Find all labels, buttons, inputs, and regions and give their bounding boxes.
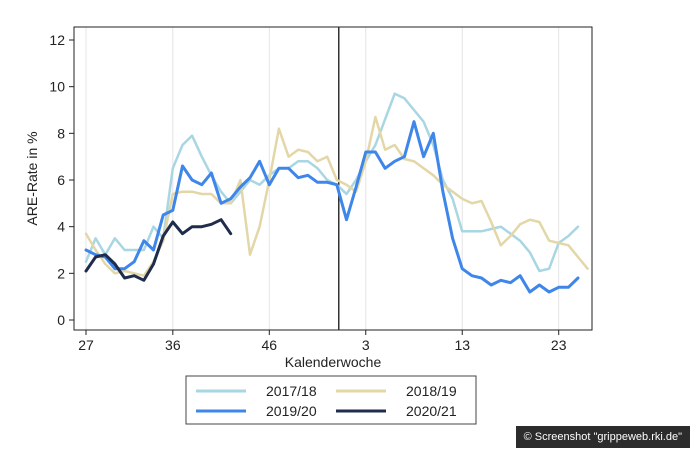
x-tick-label: 13 — [454, 337, 470, 353]
y-tick-label: 8 — [57, 125, 65, 141]
series-line-2019-20 — [84, 120, 580, 294]
legend-label: 2018/19 — [406, 383, 457, 399]
y-axis-title: ARE-Rate in % — [24, 131, 40, 225]
x-tick-label: 23 — [551, 337, 567, 353]
y-tick-label: 2 — [57, 265, 65, 281]
x-tick-label: 3 — [362, 337, 370, 353]
plot-frame — [73, 26, 593, 331]
series-line-2018-19 — [84, 115, 589, 277]
y-tick-label: 6 — [57, 172, 65, 188]
x-tick-label: 36 — [165, 337, 181, 353]
legend-label: 2020/21 — [406, 403, 457, 419]
x-axis-title: Kalenderwoche — [285, 354, 382, 370]
y-tick-label: 0 — [57, 312, 65, 328]
x-axis: 27 36 46 3 13 23 — [78, 330, 567, 353]
y-tick-label: 10 — [49, 79, 65, 95]
series-line-2020-21 — [84, 218, 233, 282]
x-tick-label: 46 — [262, 337, 278, 353]
legend-frame — [185, 375, 477, 425]
y-tick-label: 4 — [57, 219, 65, 235]
y-tick-label: 12 — [49, 32, 65, 48]
y-axis: 0 2 4 6 8 10 12 — [49, 32, 74, 328]
x-tick-label: 27 — [78, 337, 94, 353]
grid-lines — [85, 27, 560, 330]
legend-label: 2017/18 — [266, 383, 317, 399]
legend: 2017/18 2018/19 2019/20 2020/21 — [185, 375, 477, 425]
legend-label: 2019/20 — [266, 403, 317, 419]
series-lines — [84, 92, 589, 294]
credit-badge: © Screenshot "grippeweb.rki.de" — [515, 426, 690, 448]
